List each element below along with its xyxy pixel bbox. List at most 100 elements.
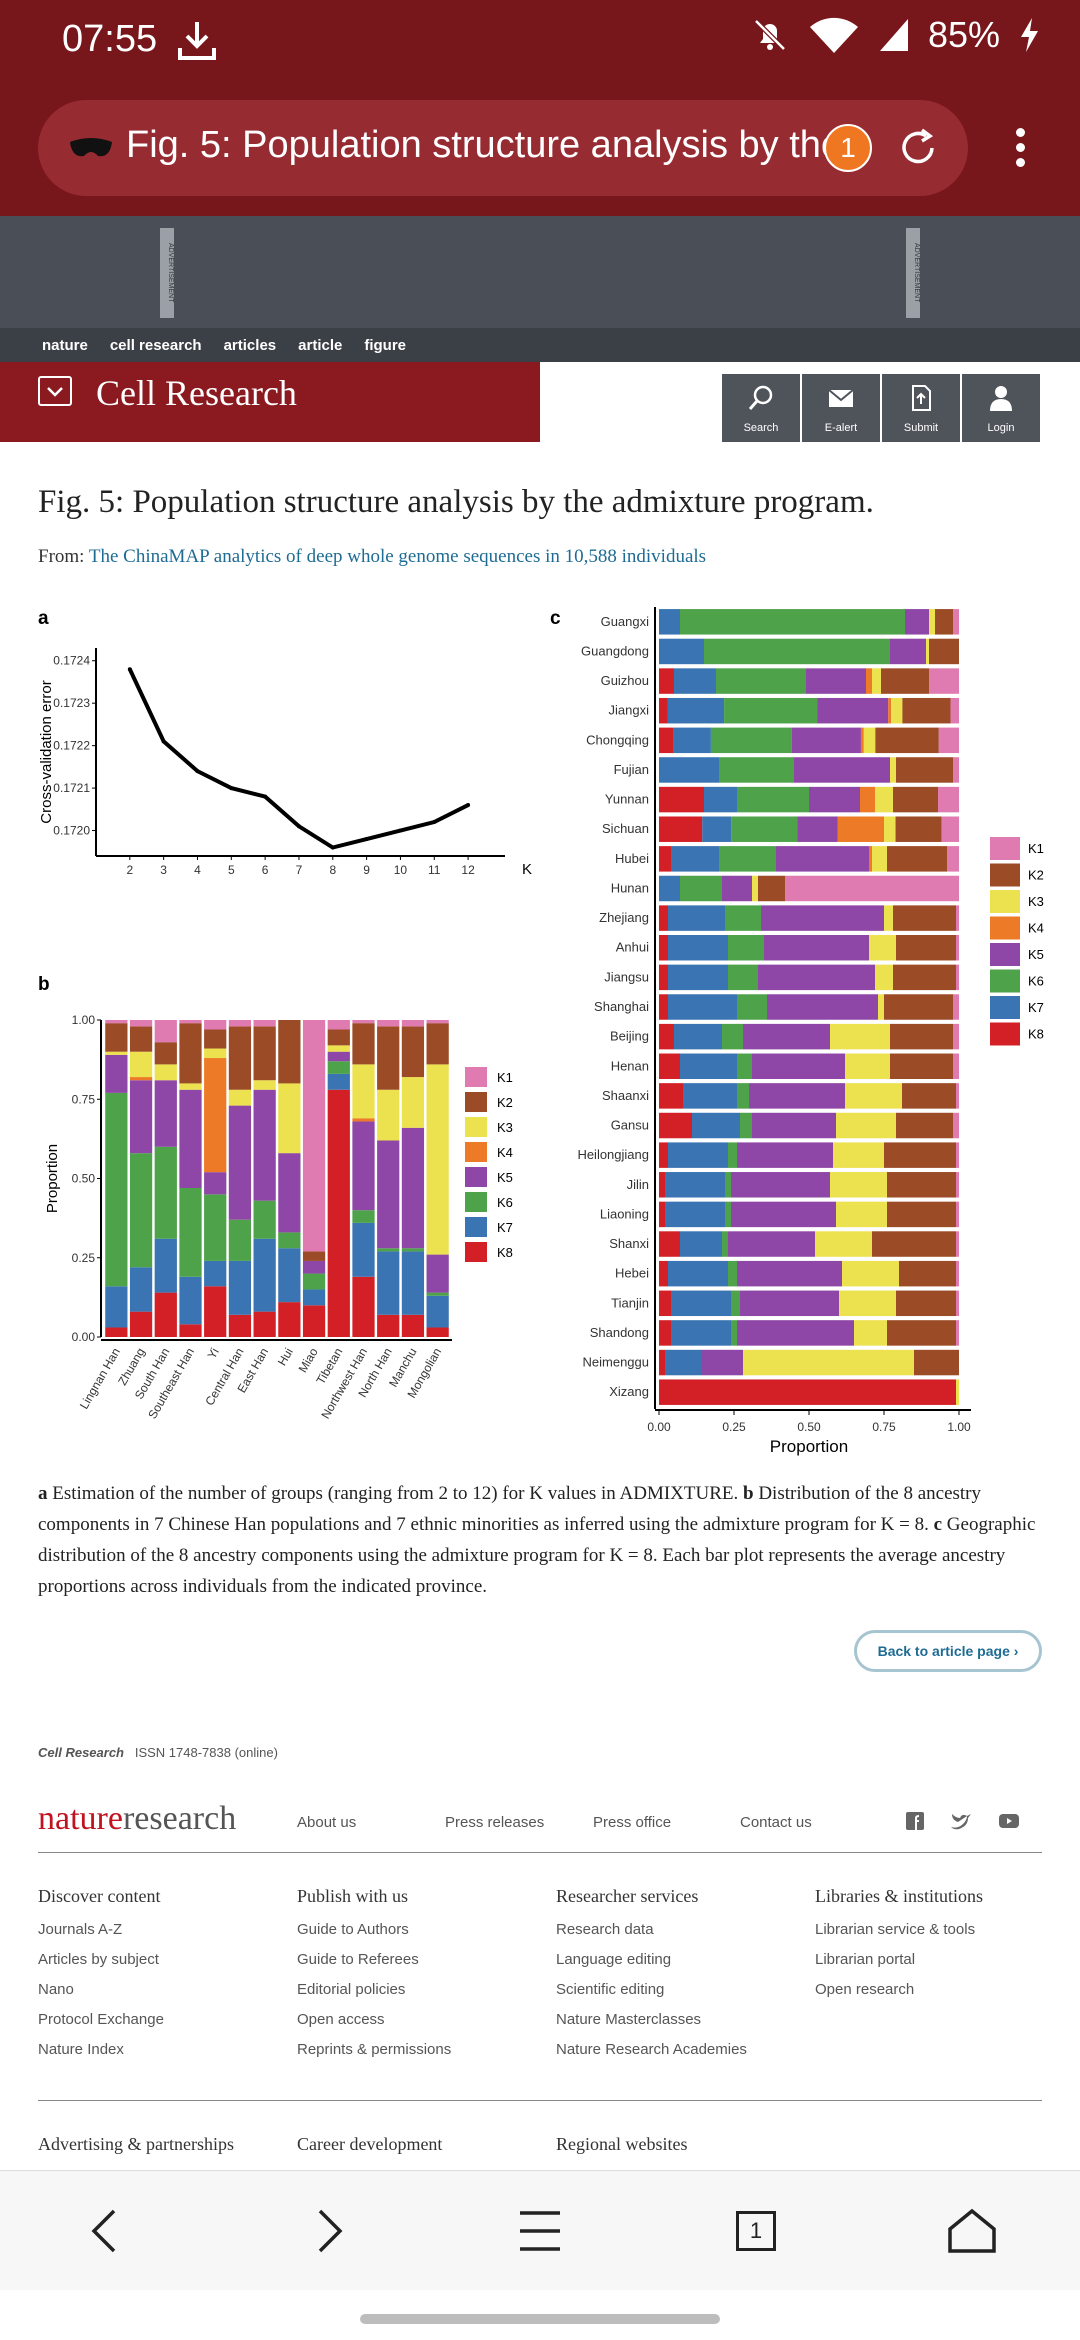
footer-link[interactable]: Journals A-Z — [38, 1921, 123, 1938]
footer-link[interactable]: Protocol Exchange — [38, 2011, 164, 2028]
bar-segment-k2 — [884, 1142, 956, 1168]
footer-heading[interactable]: Career development — [297, 2134, 443, 2154]
bar-segment-k8 — [659, 1231, 680, 1257]
url-bar[interactable]: Fig. 5: Population structure analysis by… — [38, 100, 968, 196]
bar-segment-k3 — [278, 1083, 301, 1154]
tabs-button[interactable]: 1 — [724, 2199, 788, 2263]
x-tick-label: 9 — [363, 863, 370, 877]
footer-heading[interactable]: Advertising & partnerships — [38, 2134, 234, 2154]
footer-link[interactable]: Nature Index — [38, 2041, 124, 2058]
status-indicators: 85% — [750, 14, 1040, 56]
legend-swatch — [465, 1092, 487, 1112]
data-point — [432, 820, 437, 825]
footer-link[interactable]: Contact us — [740, 1814, 812, 1831]
bar-segment-k3 — [327, 1045, 350, 1052]
home-icon[interactable] — [940, 2199, 1004, 2263]
panel-label-b: b — [38, 974, 50, 995]
bar-segment-k1 — [953, 609, 959, 635]
footer-link[interactable]: Press releases — [445, 1814, 545, 1831]
bar-segment-k6 — [731, 1290, 740, 1317]
bar-segment-k2 — [887, 846, 947, 872]
breadcrumb-link[interactable]: articles — [223, 336, 277, 354]
footer-link[interactable]: Open research — [815, 1981, 915, 1998]
footer-link[interactable]: Librarian service & tools — [815, 1921, 976, 1938]
bar-segment-k6 — [253, 1200, 276, 1239]
footer-link[interactable]: Nature Masterclasses — [556, 2011, 702, 2028]
twitter-icon[interactable] — [950, 1812, 972, 1830]
source-article-link[interactable]: The ChinaMAP analytics of deep whole gen… — [88, 546, 707, 567]
bar-segment-k8 — [327, 1089, 350, 1337]
login-button[interactable]: Login — [962, 374, 1040, 442]
bar-segment-k8 — [129, 1311, 153, 1337]
back-icon[interactable] — [74, 2199, 138, 2263]
bar-segment-k8 — [105, 1327, 128, 1337]
e-alert-button[interactable]: E-alert — [802, 374, 880, 442]
bar-segment-k1 — [956, 1290, 959, 1317]
bar-segment-k7 — [673, 727, 711, 754]
footer-link[interactable]: Scientific editing — [556, 1981, 665, 1998]
bar-segment-k1 — [956, 1172, 959, 1198]
footer-link[interactable]: Guide to Authors — [297, 1921, 409, 1938]
legend-label: K7 — [497, 1220, 513, 1235]
bar-segment-k8 — [302, 1305, 326, 1337]
breadcrumb-link[interactable]: nature — [42, 336, 88, 354]
bar-segment-k1 — [377, 1020, 400, 1027]
footer-link[interactable]: Language editing — [556, 1951, 672, 1968]
y-tick-label: Zhejiang — [599, 910, 649, 925]
legend-label: K6 — [1028, 974, 1044, 989]
back-to-article-button[interactable]: Back to article page › — [854, 1630, 1042, 1672]
facebook-icon[interactable] — [904, 1812, 926, 1830]
footer-link[interactable]: About us — [297, 1814, 357, 1831]
footer-link[interactable]: Nano — [38, 1981, 74, 1998]
search-button[interactable]: Search — [722, 374, 800, 442]
bar-segment-k7 — [665, 1172, 725, 1198]
x-tick-label: 3 — [160, 863, 167, 877]
breadcrumb-current: figure — [364, 336, 407, 354]
journal-name[interactable]: Cell Research — [96, 373, 297, 413]
bar-segment-k1 — [228, 1020, 252, 1027]
legend-label: K7 — [1028, 1000, 1044, 1015]
forward-icon[interactable] — [296, 2199, 360, 2263]
bar-segment-k8 — [278, 1302, 301, 1337]
breadcrumb-link[interactable]: cell research — [109, 336, 202, 354]
footer-link[interactable]: Research data — [556, 1921, 654, 1938]
submit-button[interactable]: Submit — [882, 374, 960, 442]
bar-segment-k7 — [204, 1260, 227, 1287]
bar-segment-k2 — [887, 1320, 956, 1346]
youtube-icon[interactable] — [998, 1812, 1020, 1830]
legend-swatch — [990, 890, 1020, 913]
bar-segment-k7 — [704, 786, 737, 813]
bar-segment-k6 — [129, 1153, 153, 1268]
menu-icon[interactable] — [508, 2199, 572, 2263]
journal-menu-toggle[interactable] — [38, 376, 72, 406]
breadcrumb-link[interactable]: article — [298, 336, 343, 354]
footer-link[interactable]: Librarian portal — [815, 1951, 916, 1968]
footer-link[interactable]: Nature Research Academies — [556, 2041, 747, 2058]
footer-link[interactable]: Reprints & permissions — [297, 2041, 452, 2058]
y-tick-label: 0.1724 — [53, 654, 90, 668]
footer-heading[interactable]: Regional websites — [556, 2134, 688, 2154]
bar-segment-k4 — [869, 846, 872, 872]
bar-segment-k2 — [893, 786, 938, 813]
bar-segment-k7 — [671, 1290, 731, 1317]
reload-icon[interactable] — [896, 126, 940, 170]
footer-link[interactable]: Articles by subject — [38, 1951, 159, 1968]
bar-segment-k5 — [179, 1089, 202, 1189]
chevron-down-icon — [47, 387, 63, 397]
notification-badge[interactable]: 1 — [824, 124, 872, 172]
bar-segment-k3 — [872, 846, 887, 872]
bar-segment-k1 — [938, 786, 959, 813]
footer-link[interactable]: Guide to Referees — [297, 1951, 419, 1968]
footer-link[interactable]: Open access — [297, 2011, 385, 2028]
bar-segment-k2 — [935, 609, 953, 635]
footer-link[interactable]: Editorial policies — [297, 1981, 406, 1998]
overflow-menu-icon[interactable] — [1002, 124, 1038, 172]
bar-segment-k6 — [327, 1061, 350, 1074]
bar-segment-k5 — [302, 1260, 326, 1274]
footer-column-title: Libraries & institutions — [815, 1886, 983, 1906]
bar-segment-k2 — [278, 1020, 301, 1084]
footer-link[interactable]: Press office — [593, 1814, 672, 1831]
nature-research-logo[interactable]: natureresearch — [38, 1800, 236, 1838]
bar-segment-k6 — [725, 1172, 731, 1198]
bar-segment-k6 — [737, 1053, 752, 1079]
